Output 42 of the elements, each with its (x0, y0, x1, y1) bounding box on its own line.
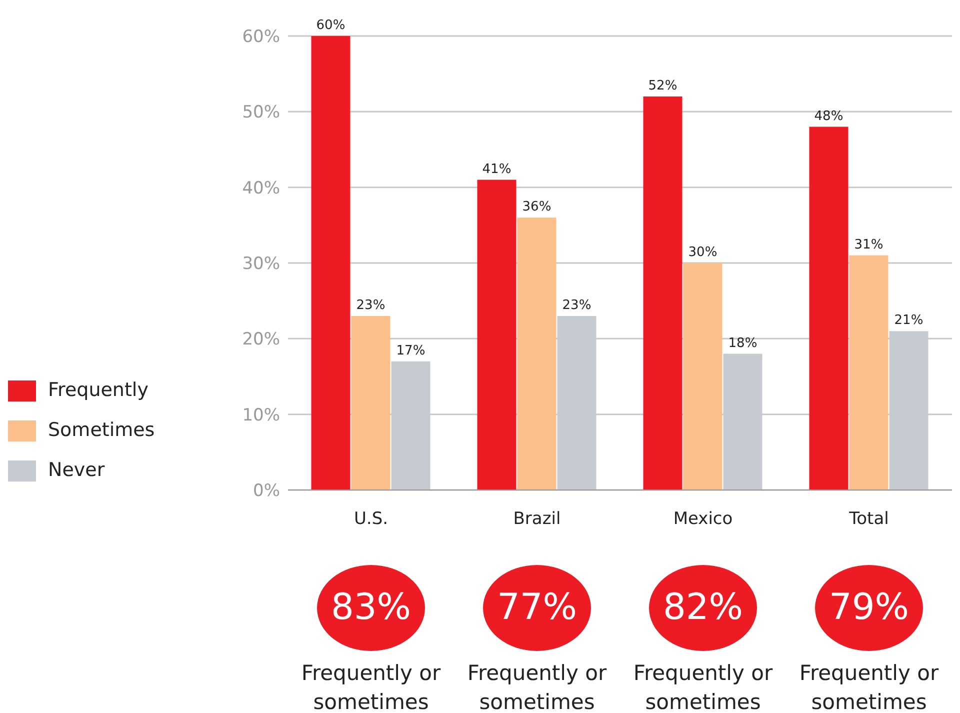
x-tick-label: Mexico (673, 509, 733, 530)
data-label: 31% (854, 237, 884, 252)
badge-oval: 79% (815, 565, 923, 651)
y-tick-label: 0% (253, 481, 280, 502)
bar (351, 316, 390, 490)
x-tick-label: U.S. (354, 509, 388, 530)
legend-label: Never (48, 459, 105, 481)
y-tick-label: 40% (242, 178, 280, 198)
bar (809, 126, 848, 490)
data-label: 36% (522, 200, 552, 215)
x-tick-label: Brazil (513, 509, 561, 530)
badge-oval: 77% (483, 565, 591, 651)
y-tick-label: 60% (242, 27, 280, 48)
data-label: 41% (482, 162, 512, 177)
legend-label: Frequently (48, 379, 148, 401)
bar (849, 255, 888, 490)
y-tick-label: 10% (242, 405, 280, 426)
data-label: 48% (814, 108, 844, 124)
y-tick-label: 30% (242, 254, 280, 274)
data-label: 23% (562, 298, 592, 313)
bar (683, 263, 722, 490)
text: Frequently or sometimes (466, 660, 608, 713)
bar (643, 96, 682, 490)
data-label: 17% (396, 343, 426, 358)
bar (517, 218, 556, 490)
badge-oval: 83% (317, 565, 425, 651)
data-label: 18% (728, 336, 758, 351)
text: Frequently or sometimes (300, 660, 442, 713)
bar (311, 36, 350, 490)
text: Frequently or sometimes (632, 660, 774, 713)
text: Frequently or sometimes (798, 660, 940, 713)
data-label: 52% (648, 78, 678, 94)
data-label: 23% (356, 298, 386, 313)
y-tick-label: 50% (242, 102, 280, 123)
legend-label: Sometimes (48, 419, 155, 441)
badge-oval: 82% (649, 565, 757, 651)
x-tick-label: Total (848, 509, 889, 530)
data-label: 21% (894, 313, 924, 328)
data-label: 30% (688, 245, 718, 260)
bar (477, 180, 516, 490)
y-tick-label: 20% (242, 330, 280, 350)
data-label: 60% (316, 18, 346, 33)
